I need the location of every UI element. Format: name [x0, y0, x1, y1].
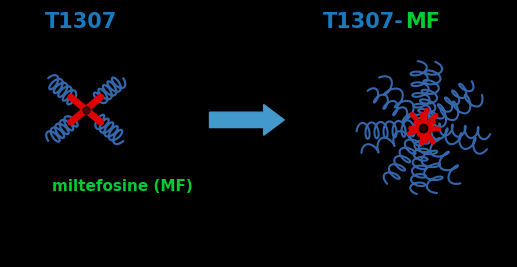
Text: miltefosine (MF): miltefosine (MF) — [52, 179, 193, 194]
Text: T1307-: T1307- — [323, 12, 404, 32]
FancyArrow shape — [209, 104, 284, 135]
Text: T1307: T1307 — [44, 12, 117, 32]
Text: MF: MF — [405, 12, 440, 32]
